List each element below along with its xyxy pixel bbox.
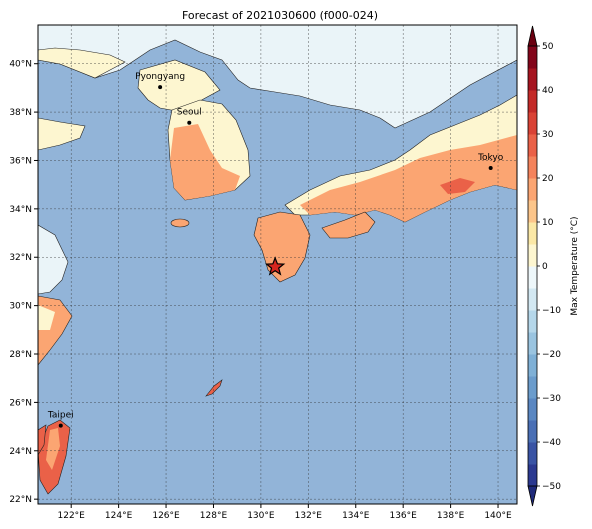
- lat-tick-label: 30°N: [9, 302, 32, 312]
- colorbar-tick-label: −10: [542, 306, 561, 316]
- city-dot: [158, 85, 163, 90]
- colorbar-bin: [528, 156, 537, 179]
- lon-tick-label: 138°E: [437, 511, 465, 521]
- colorbar-tick-label: 0: [542, 262, 548, 272]
- city-dot: [187, 120, 192, 125]
- colorbar-tick-label: 30: [542, 130, 554, 140]
- colorbar-bin: [528, 112, 537, 135]
- colorbar-tick-label: −30: [542, 394, 561, 404]
- latitude-ticks: 22°N 24°N 26°N 28°N 30°N 32°N 34°N 36°N 38°N 40°N: [9, 60, 38, 505]
- lon-tick-label: 130°E: [247, 511, 275, 521]
- lon-tick-label: 134°E: [342, 511, 370, 521]
- map-frame: [37, 24, 518, 505]
- colorbar-ticks: 50 40 30 20 10 0 −10 −20 −30 −40 −50: [537, 42, 561, 492]
- city-dot: [488, 165, 493, 170]
- lon-tick-label: 132°E: [295, 511, 323, 521]
- colorbar-bin: [528, 178, 537, 201]
- colorbar-bin: [528, 442, 537, 465]
- colorbar-label: Max Temperature (°C): [570, 216, 580, 315]
- colorbar-bin: [528, 134, 537, 157]
- lon-tick-label: 140°E: [484, 511, 512, 521]
- land-honshu-hot: [440, 178, 475, 194]
- location-marker: [265, 256, 286, 276]
- colorbar-tick-label: −40: [542, 438, 561, 448]
- colorbar-bin: [528, 90, 537, 113]
- city-markers: Pyongyang Seoul Tokyo Taipei: [47, 72, 504, 428]
- land-jeju: [170, 218, 190, 228]
- colorbar-extend-low: [527, 485, 538, 507]
- lat-tick-label: 36°N: [9, 156, 32, 166]
- lon-tick-label: 122°E: [58, 511, 86, 521]
- city-label: Seoul: [177, 108, 202, 118]
- land-okinawa: [205, 379, 223, 397]
- colorbar-tick-label: 20: [542, 174, 554, 184]
- city-dot: [58, 423, 63, 428]
- lat-tick-label: 26°N: [9, 398, 32, 408]
- land-honshu-warm: [300, 135, 517, 222]
- colorbar-bin: [528, 398, 537, 421]
- colorbar-bin: [528, 222, 537, 245]
- land-shandong: [38, 117, 86, 151]
- map-area: Pyongyang Seoul Tokyo Taipei: [38, 25, 517, 504]
- lat-tick-label: 22°N: [9, 495, 32, 505]
- colorbar: [527, 25, 538, 507]
- colorbar-tick-label: −20: [542, 350, 561, 360]
- colorbar-bin: [528, 354, 537, 377]
- lat-tick-label: 38°N: [9, 108, 32, 118]
- lon-tick-label: 136°E: [389, 511, 417, 521]
- colorbar-bin: [528, 332, 537, 355]
- land-china-coast: [38, 224, 69, 295]
- land-china-south-cool: [38, 305, 55, 330]
- land-shikoku: [321, 211, 376, 239]
- lat-tick-label: 24°N: [9, 447, 32, 457]
- colorbar-tick-label: 10: [542, 218, 554, 228]
- city-label: Taipei: [47, 411, 74, 421]
- land-fujian: [38, 424, 47, 456]
- colorbar-bin: [528, 464, 537, 487]
- lat-tick-label: 32°N: [9, 253, 32, 263]
- colorbar-bin: [528, 376, 537, 399]
- lon-tick-label: 128°E: [200, 511, 228, 521]
- colorbar-bin: [528, 420, 537, 443]
- lat-tick-label: 34°N: [9, 205, 32, 215]
- lon-tick-label: 124°E: [105, 511, 133, 521]
- colorbar-tick-label: −50: [542, 482, 561, 492]
- colorbar-bin: [528, 200, 537, 223]
- lat-tick-label: 40°N: [9, 60, 32, 70]
- land-korea-warm: [170, 124, 240, 200]
- lon-tick-label: 126°E: [152, 511, 180, 521]
- figure-title: Forecast of 2021030600 (f000-024): [182, 9, 378, 22]
- colorbar-bin: [528, 244, 537, 267]
- colorbar-tick-label: 50: [542, 42, 554, 52]
- land-taiwan-mild: [46, 428, 60, 470]
- colorbar-bin: [528, 310, 537, 333]
- colorbar-tick-label: 40: [542, 86, 554, 96]
- colorbar-bin: [528, 288, 537, 311]
- colorbar-bin: [528, 68, 537, 91]
- lat-tick-label: 28°N: [9, 350, 32, 360]
- city-label: Pyongyang: [135, 72, 185, 82]
- colorbar-bin: [528, 266, 537, 289]
- land-liaodong: [38, 47, 126, 79]
- colorbar-bin: [528, 46, 537, 69]
- city-label: Tokyo: [477, 153, 504, 163]
- star-icon: [265, 256, 286, 276]
- longitude-ticks: 122°E 124°E 126°E 128°E 130°E 132°E 134°E 136°E…: [58, 504, 512, 521]
- colorbar-extend-high: [527, 25, 538, 47]
